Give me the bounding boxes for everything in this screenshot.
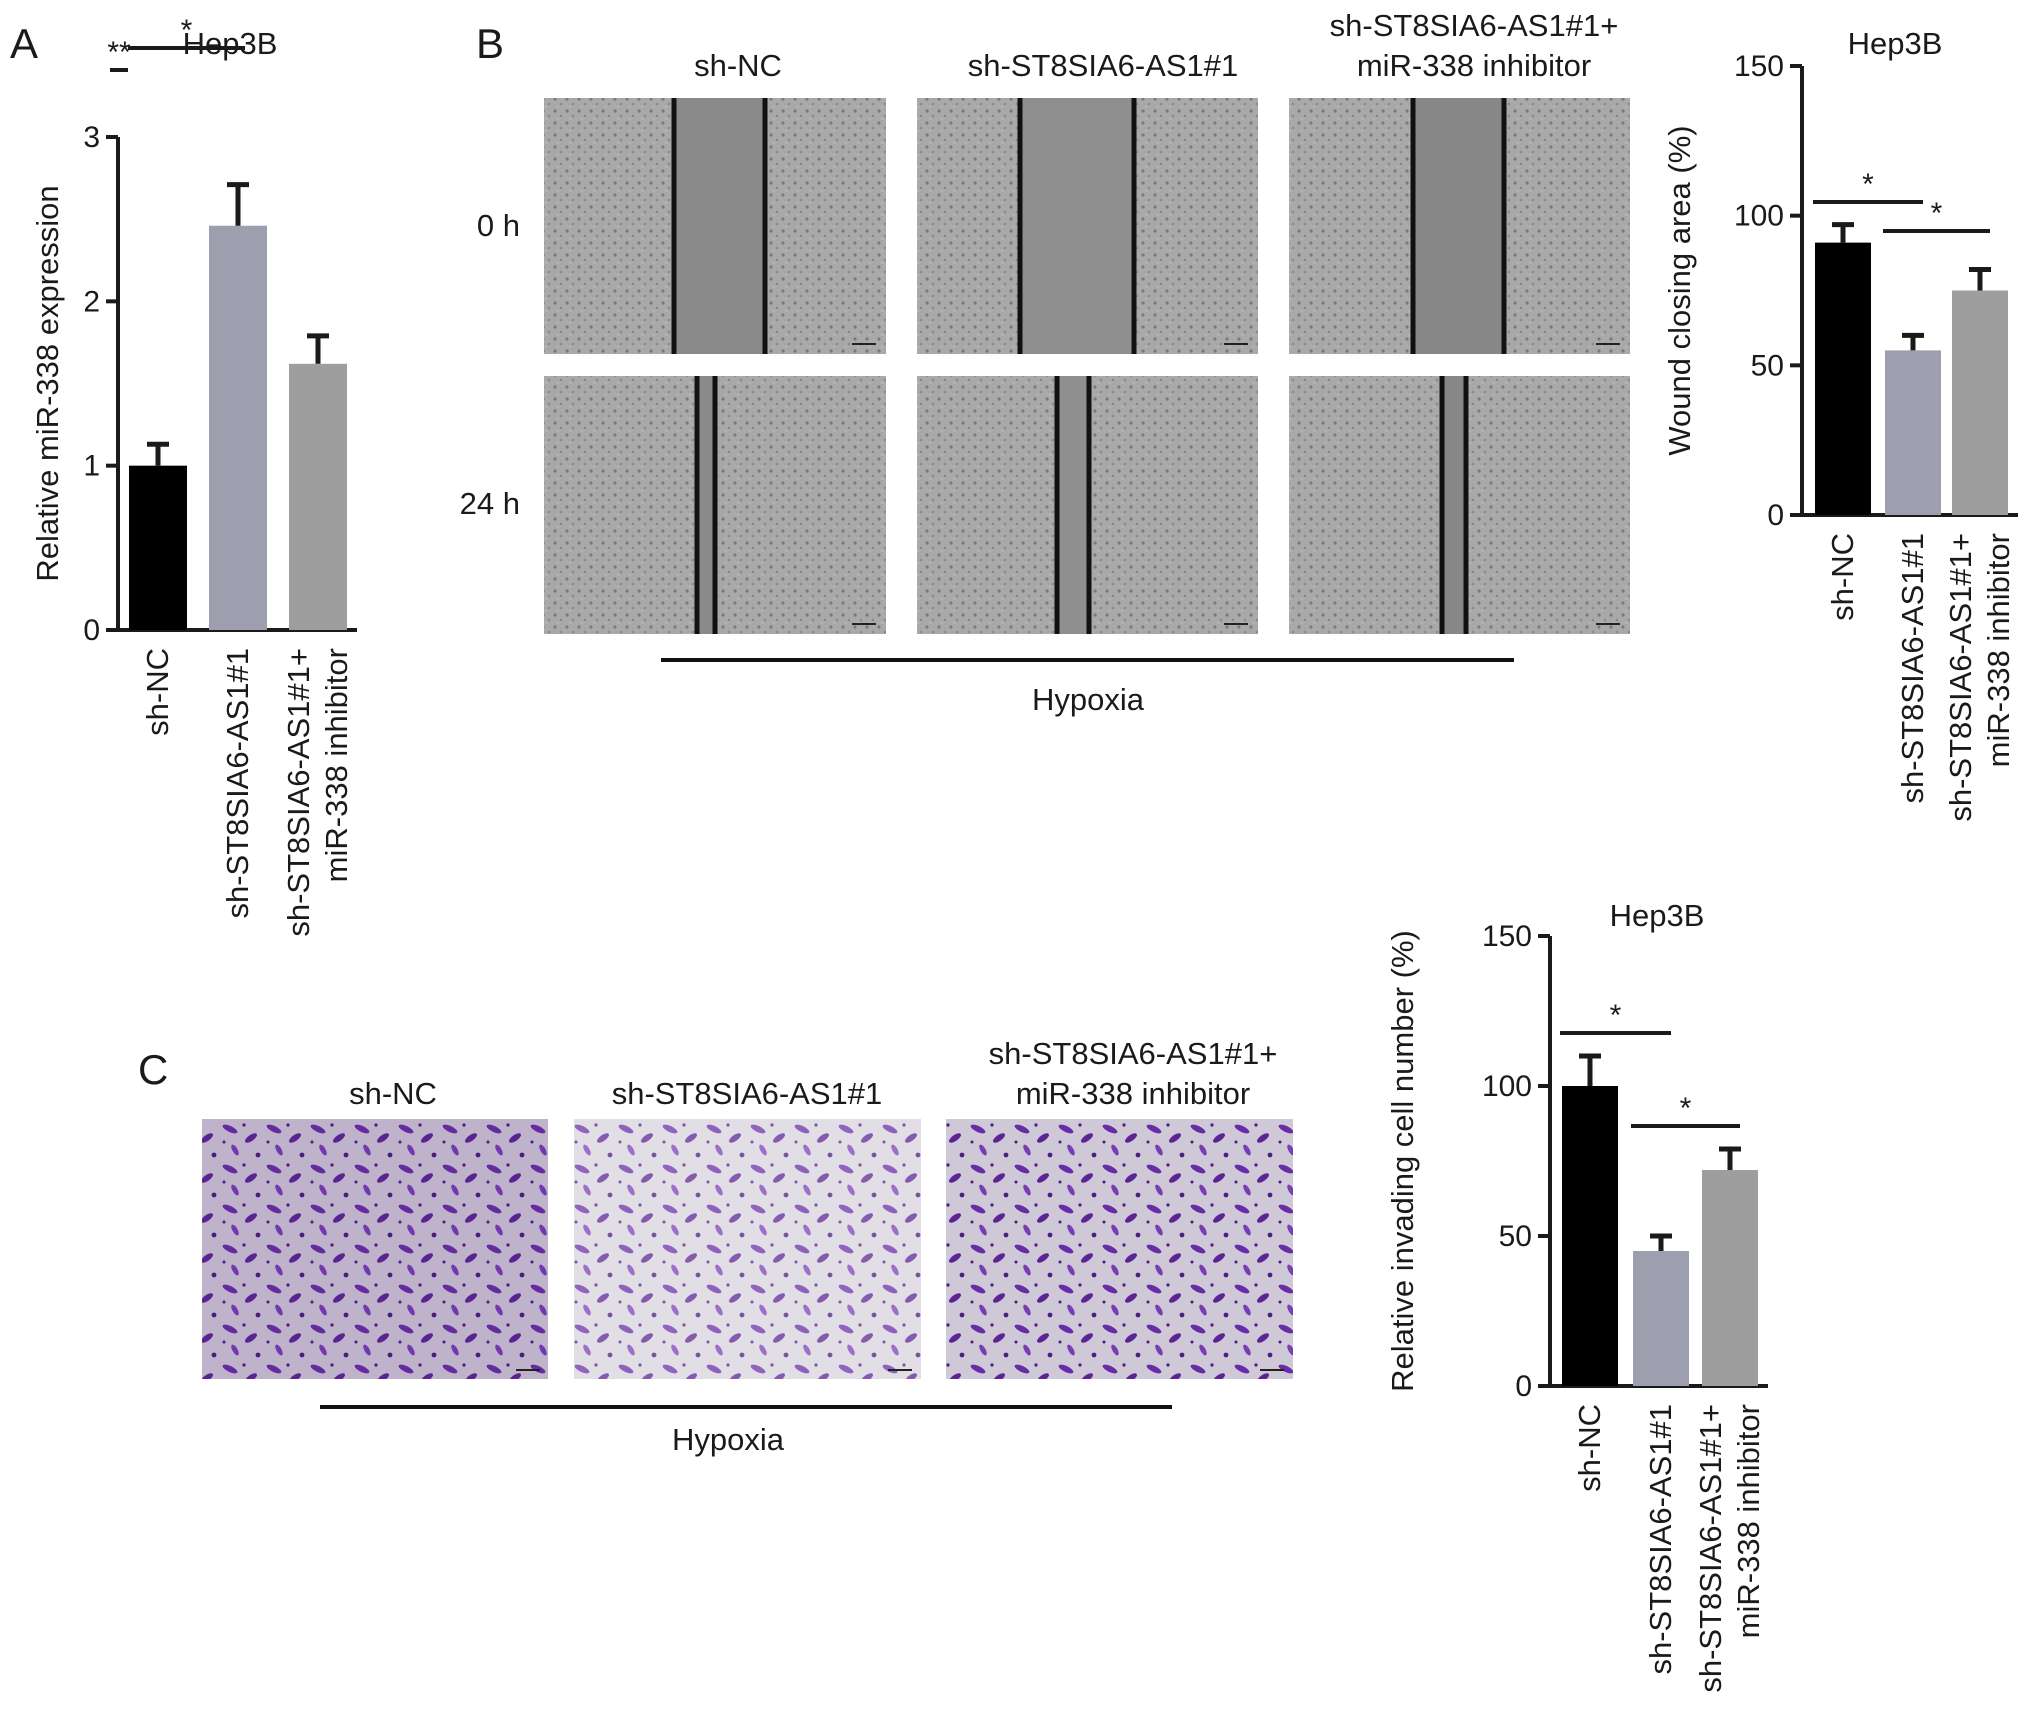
bar-1 (1815, 242, 1871, 515)
y-axis-label: Wound closing area (%) (1662, 125, 1697, 455)
row-label-24h: 24 h (460, 486, 520, 521)
category-label: sh-ST8SIA6-AS1#1 (1895, 533, 1930, 804)
bar-3 (1702, 1170, 1758, 1386)
y-tick-label: 0 (1515, 1370, 1532, 1403)
y-tick-label: 100 (1482, 1070, 1532, 1103)
invasion-image-combo (946, 1119, 1293, 1379)
chart-a-mir338-expression: 0 1 2 3 Hep3B Relative miR-338 expression sh-N… (30, 14, 357, 937)
column-label-sh-st8sia6: sh-ST8SIA6-AS1#1 (968, 48, 1239, 83)
chart-title: Hep3B (1848, 26, 1943, 61)
column-label-c-combo-line2: miR-338 inhibitor (1016, 1076, 1250, 1111)
significance-label: * (1680, 1092, 1692, 1125)
y-tick-label: 150 (1482, 920, 1532, 953)
panel-letter-b: B (476, 20, 504, 67)
invasion-image-sh-nc (202, 1119, 548, 1379)
row-label-0h: 0 h (477, 208, 520, 243)
significance-label: * (1610, 999, 1622, 1032)
panel-letter-a: A (10, 20, 38, 67)
bar-1 (129, 465, 187, 630)
micrograph-24h-sh-nc (544, 376, 886, 634)
category-label: sh-ST8SIA6-AS1#1+ (1943, 533, 1978, 822)
category-label: sh-NC (140, 648, 175, 736)
bar-2 (209, 225, 267, 631)
category-label: miR-338 inhibitor (1981, 533, 2016, 767)
bar-3 (1952, 290, 2008, 515)
y-tick-label: 50 (1499, 1220, 1532, 1253)
y-tick-label: 3 (83, 121, 100, 154)
category-label: sh-ST8SIA6-AS1#1+ (281, 648, 316, 937)
bar-2 (1885, 350, 1941, 515)
category-label: sh-ST8SIA6-AS1#1 (1643, 1404, 1678, 1675)
y-tick-label: 2 (83, 285, 100, 318)
column-label-c-sh-nc: sh-NC (349, 1076, 437, 1111)
y-tick-label: 0 (1767, 499, 1784, 532)
micrograph-0h-combo (1289, 98, 1630, 354)
significance-label: ** (107, 36, 131, 69)
column-label-sh-nc: sh-NC (694, 48, 782, 83)
category-label: sh-ST8SIA6-AS1#1+ (1693, 1404, 1728, 1693)
micrograph-24h-sh-st8sia6 (917, 376, 1258, 634)
significance-label: * (181, 14, 193, 47)
column-label-combo-line1: sh-ST8SIA6-AS1#1+ (1330, 8, 1619, 43)
chart-b-wound-closing: 0 50 100 150 Hep3B Wound closing area (%) sh-N… (1662, 26, 2018, 822)
bar-2 (1633, 1251, 1689, 1386)
chart-c-invading-cells: 0 50 100 150 Hep3B Relative invading cell num… (1385, 898, 1768, 1693)
hypoxia-label-b: Hypoxia (1032, 682, 1145, 717)
significance-label: * (1862, 168, 1874, 201)
chart-title: Hep3B (183, 26, 278, 61)
column-label-c-sh-st8sia6: sh-ST8SIA6-AS1#1 (612, 1076, 883, 1111)
bar-3 (289, 363, 347, 630)
category-label: sh-NC (1572, 1404, 1607, 1492)
y-tick-label: 1 (83, 450, 100, 483)
micrograph-0h-sh-nc (544, 98, 886, 354)
category-label: sh-NC (1825, 533, 1860, 621)
significance-label: * (1931, 197, 1943, 230)
category-label: miR-338 inhibitor (319, 648, 354, 882)
y-axis-label: Relative invading cell number (%) (1385, 930, 1420, 1392)
column-label-combo-line2: miR-338 inhibitor (1357, 48, 1591, 83)
column-label-c-combo-line1: sh-ST8SIA6-AS1#1+ (989, 1036, 1278, 1071)
micrograph-24h-combo (1289, 376, 1630, 634)
bar-1 (1562, 1086, 1618, 1386)
y-tick-label: 100 (1734, 200, 1784, 233)
hypoxia-label-c: Hypoxia (672, 1422, 785, 1457)
chart-title: Hep3B (1610, 898, 1705, 933)
y-axis-label: Relative miR-338 expression (30, 185, 65, 581)
wound-healing-images: sh-NC sh-ST8SIA6-AS1#1 sh-ST8SIA6-AS1#1+… (460, 8, 1630, 717)
y-tick-label: 0 (83, 614, 100, 647)
invasion-images: sh-NC sh-ST8SIA6-AS1#1 sh-ST8SIA6-AS1#1+… (202, 1036, 1293, 1457)
invasion-image-sh-st8sia6 (574, 1119, 921, 1379)
category-label: sh-ST8SIA6-AS1#1 (220, 648, 255, 919)
y-tick-label: 50 (1751, 349, 1784, 382)
panel-letter-c: C (138, 1046, 168, 1093)
y-tick-label: 150 (1734, 50, 1784, 83)
category-label: miR-338 inhibitor (1731, 1404, 1766, 1638)
micrograph-0h-sh-st8sia6 (917, 98, 1258, 354)
